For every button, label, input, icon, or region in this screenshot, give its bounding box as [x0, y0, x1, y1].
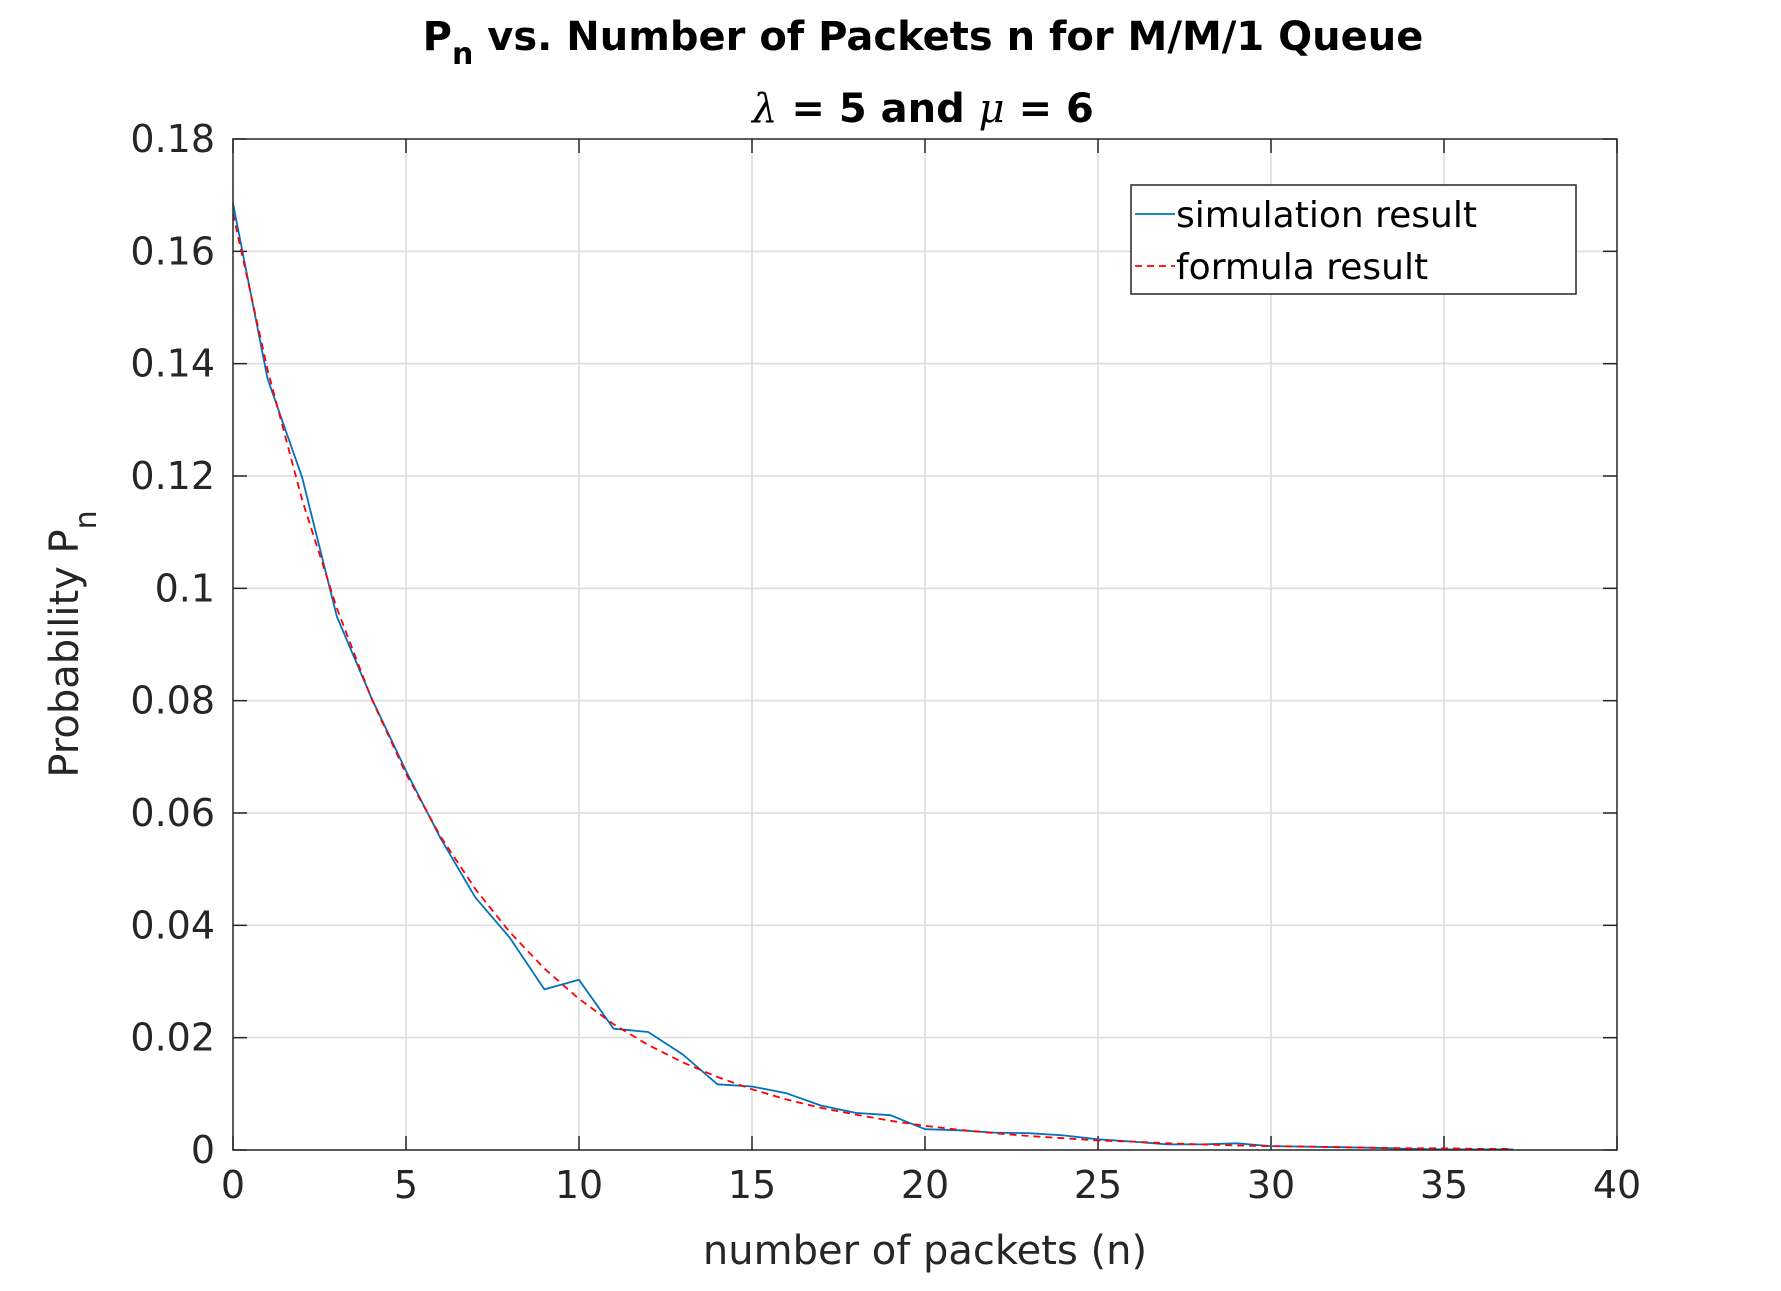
chart-title-line1: Pn vs. Number of Packets n for M/M/1 Que…	[423, 14, 1424, 72]
series-line-formula	[232, 213, 1514, 1150]
y-tick-label: 0.16	[130, 229, 215, 273]
legend-label-formula: formula result	[1176, 247, 1428, 288]
y-axis-label: Probability Pn	[42, 510, 104, 777]
x-tick-label: 25	[1074, 1163, 1122, 1207]
y-tick-label: 0.12	[130, 454, 215, 498]
grid-lines	[233, 139, 1617, 1150]
x-axis-label: number of packets (n)	[703, 1228, 1147, 1274]
y-tick-label: 0.14	[130, 342, 215, 386]
series-lines	[232, 203, 1514, 1151]
x-tick-label: 30	[1247, 1163, 1295, 1207]
y-tick-label: 0.06	[130, 791, 215, 835]
y-tick-label: 0	[191, 1128, 215, 1172]
chart-title-line2: λ = 5 and μ = 6	[750, 86, 1094, 132]
x-tick-label: 20	[901, 1163, 949, 1207]
x-tick-label: 5	[394, 1163, 418, 1207]
x-tick-label: 15	[728, 1163, 776, 1207]
y-tick-label: 0.1	[155, 566, 215, 610]
y-tick-labels: 0 0.02 0.04 0.06 0.08 0.1 0.12 0.14 0.16 0.18	[130, 117, 215, 1172]
legend: simulation result formula result	[1130, 184, 1577, 295]
axes-box	[232, 138, 1618, 1151]
x-tick-labels: 0 5 10 15 20 25 30 35 40	[221, 1163, 1641, 1207]
x-tick-label: 40	[1593, 1163, 1641, 1207]
legend-label-simulation: simulation result	[1176, 195, 1477, 236]
y-tick-label: 0.04	[130, 903, 215, 947]
legend-box	[1130, 184, 1577, 295]
y-tick-label: 0.18	[130, 117, 215, 161]
x-tick-label: 35	[1420, 1163, 1468, 1207]
x-tick-label: 0	[221, 1163, 245, 1207]
y-tick-label: 0.02	[130, 1016, 215, 1060]
y-tick-label: 0.08	[130, 679, 215, 723]
x-tick-label: 10	[555, 1163, 603, 1207]
